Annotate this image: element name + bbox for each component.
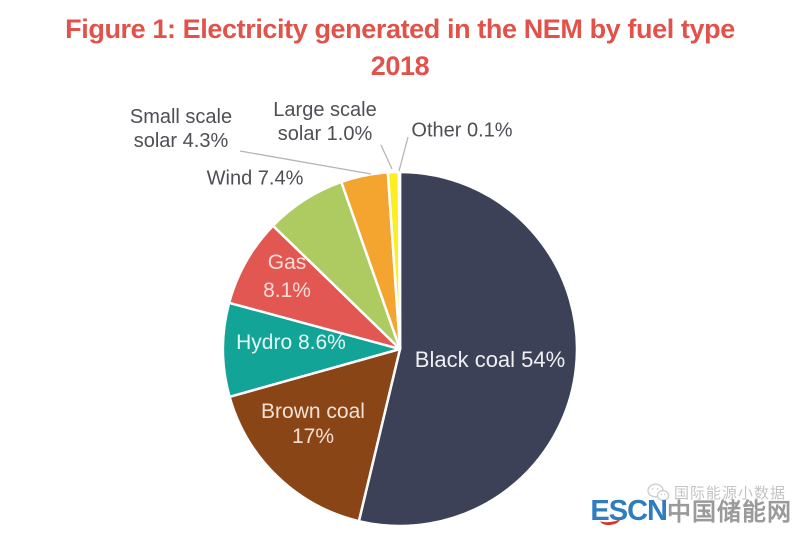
leader-line-other — [398, 136, 409, 172]
wechat-icon — [647, 483, 670, 502]
leader-lines-group — [239, 136, 409, 175]
label-wind: Wind 7.4% — [206, 167, 304, 190]
label-hydro: Hydro 8.6% — [236, 331, 346, 354]
label-black-coal: Black coal 54% — [414, 347, 566, 372]
watermark-brand-line: ESCN 中国储能网 — [572, 496, 792, 528]
figure-title: Figure 1: Electricity generated in the N… — [0, 11, 800, 85]
label-small-scale-solar: Small scale solar 4.3% — [130, 105, 232, 153]
watermark-wechat-line: 国际能源小数据 — [572, 482, 786, 503]
pie-slice-brown-coal — [228, 347, 402, 523]
label-small-scale-solar-line2: solar 4.3% — [133, 130, 229, 152]
figure-title-line2: 2018 — [370, 51, 430, 81]
label-large-scale-solar-line1: Large scale — [273, 99, 377, 121]
label-brown-coal-line1: Brown coal — [261, 400, 365, 423]
label-brown-coal: Brown coal 17% — [261, 399, 365, 449]
label-brown-coal-line2: 17% — [291, 425, 335, 448]
label-other: Other 0.1% — [411, 119, 513, 142]
pie-slice-gas — [227, 224, 402, 351]
label-small-scale-solar-line1: Small scale — [129, 106, 233, 128]
label-large-scale-solar: Large scale solar 1.0% — [273, 98, 376, 146]
pie-slices-group — [221, 170, 579, 528]
label-gas: Gas 8.1% — [263, 249, 311, 305]
watermark: 国际能源小数据 ESCN 中国储能网 — [572, 482, 792, 528]
watermark-brand-cn: 中国储能网 — [667, 499, 792, 526]
pie-slice-hydro — [221, 301, 402, 399]
label-gas-line2: 8.1% — [263, 279, 311, 302]
watermark-brand-escn: ESCN — [590, 495, 668, 527]
watermark-wechat-name: 国际能源小数据 — [673, 485, 786, 502]
pie-slice-black-coal — [357, 170, 579, 528]
leader-line-small-scale-solar — [239, 150, 372, 175]
label-gas-line1: Gas — [267, 251, 307, 274]
figure-title-line1: Figure 1: Electricity generated in the N… — [65, 14, 735, 44]
pie-slice-other — [397, 170, 402, 351]
leader-line-large-scale-solar — [380, 144, 393, 170]
label-large-scale-solar-line2: solar 1.0% — [277, 123, 373, 145]
